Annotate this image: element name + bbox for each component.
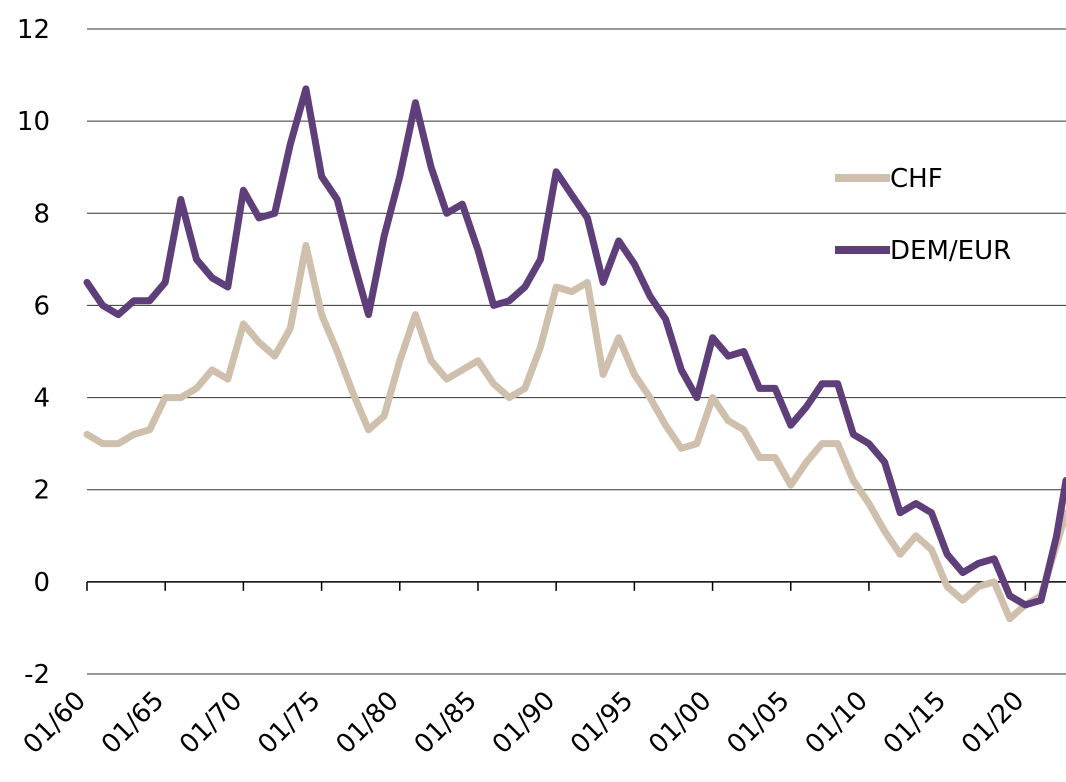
line: [83, 242, 1066, 623]
x-tick-label: 01/95: [565, 686, 639, 760]
y-tick-label: 0: [33, 568, 50, 598]
x-tick-label: 01/70: [174, 686, 248, 760]
x-tick-label: 01/15: [878, 686, 952, 760]
y-tick-label: 2: [33, 476, 50, 506]
x-tick-label: 01/65: [96, 686, 170, 760]
y-tick-label: 4: [33, 384, 50, 414]
x-tick-label: 01/20: [956, 686, 1030, 760]
x-tick-label: 01/10: [800, 686, 874, 760]
x-tick-label: 01/80: [331, 686, 405, 760]
x-tick-label: 01/00: [643, 686, 717, 760]
legend-label: DEM/EUR: [890, 236, 1011, 266]
line: [83, 85, 1066, 609]
x-tick-label: 01/90: [487, 686, 561, 760]
x-tick-label: 01/85: [409, 686, 483, 760]
y-tick-label: 8: [33, 199, 50, 229]
y-tick-label: 10: [17, 107, 50, 137]
y-tick-label: 12: [17, 15, 50, 45]
legend-label: CHF: [890, 164, 943, 194]
x-tick-label: 01/05: [722, 686, 796, 760]
x-tick-label: 01/75: [252, 686, 326, 760]
x-tick-label: 01/60: [18, 686, 92, 760]
y-tick-label: -2: [24, 660, 50, 690]
y-tick-label: 6: [33, 291, 50, 321]
